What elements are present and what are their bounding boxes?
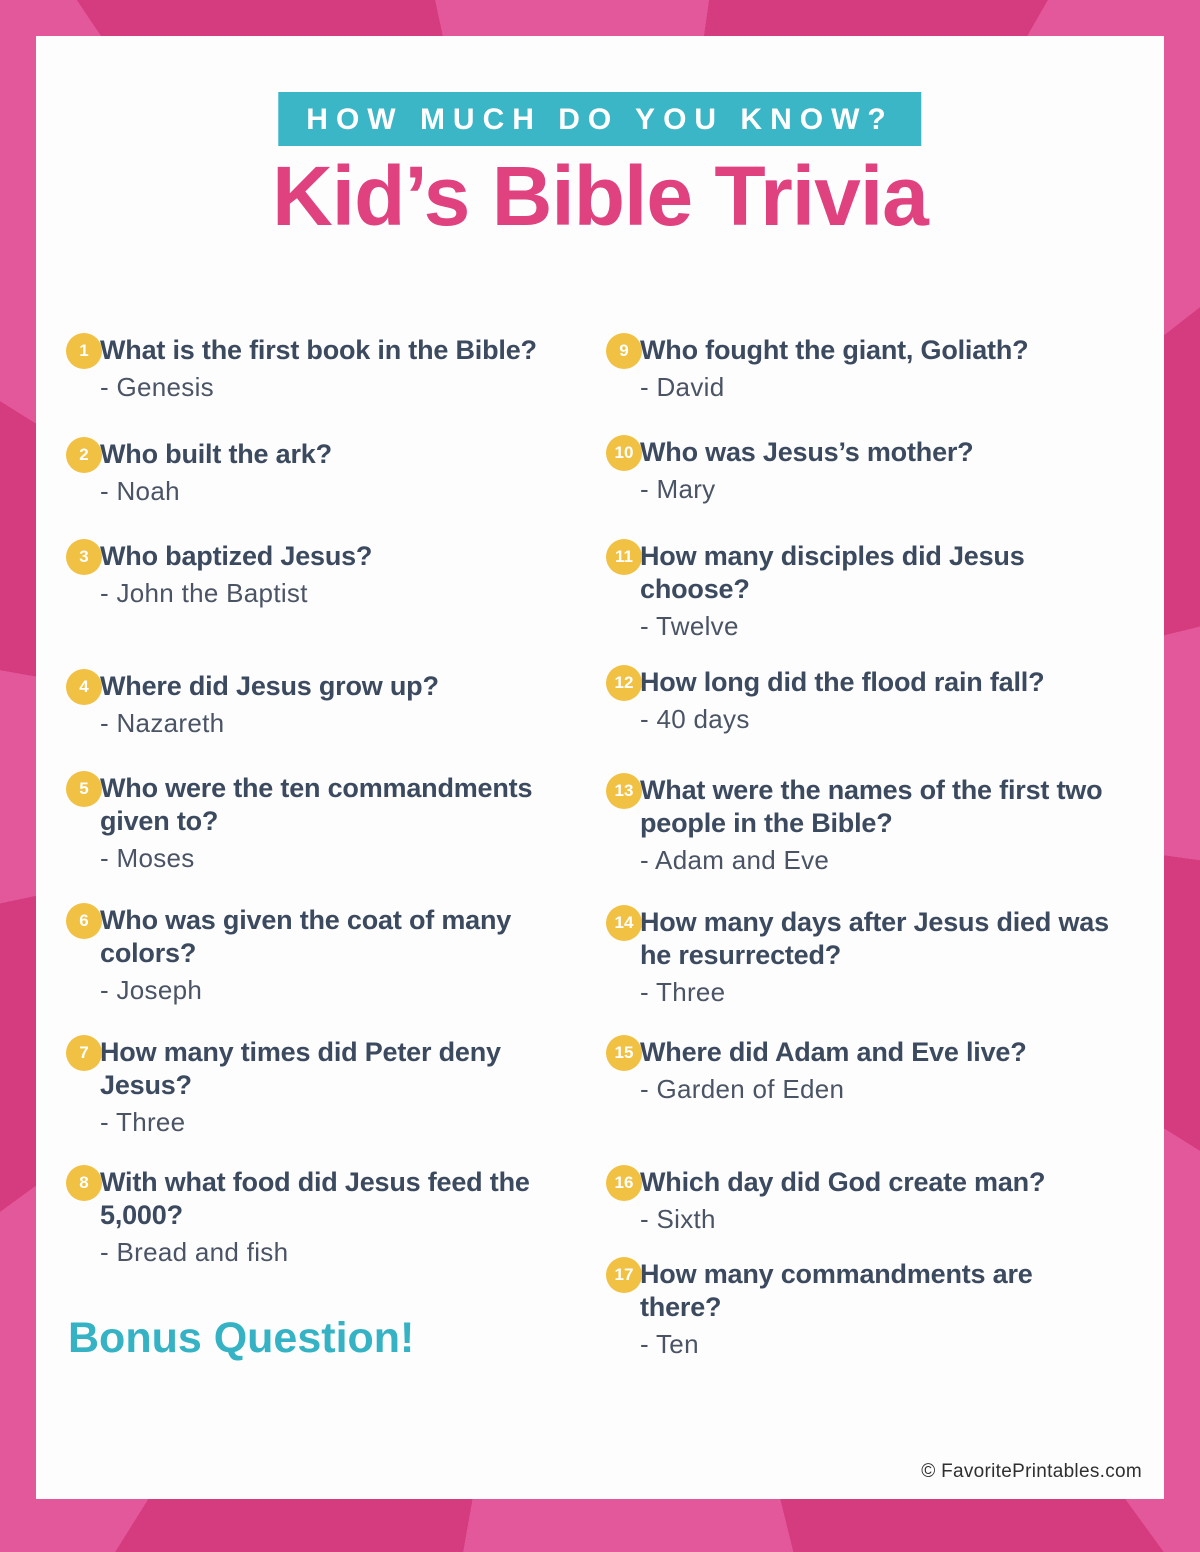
question-body: How many days after Jesus died was he re… <box>640 906 1109 1009</box>
answer-text: - Garden of Eden <box>640 1074 845 1104</box>
question-body: How many commandments are there? - Ten <box>640 1258 1033 1361</box>
question-number-badge: 6 <box>66 903 102 939</box>
question-item: 8 With what food did Jesus feed the 5,000… <box>66 1165 530 1269</box>
question-number-badge: 16 <box>606 1165 642 1201</box>
answer-text: - Noah <box>100 476 180 506</box>
question-body: Where did Adam and Eve live? - Garden of … <box>640 1036 1027 1106</box>
worksheet-page: HOW MUCH DO YOU KNOW? Kid’s Bible Trivia… <box>36 36 1164 1499</box>
question-number-badge: 7 <box>66 1035 102 1071</box>
question-number-badge: 5 <box>66 771 102 807</box>
question-item: 3 Who baptized Jesus? - John the Baptist <box>66 539 372 610</box>
question-item: 17 How many commandments are there? - Ten <box>606 1257 1033 1361</box>
answer-text: - Mary <box>640 474 716 504</box>
question-body: How long did the flood rain fall? - 40 da… <box>640 666 1045 736</box>
question-body: What were the names of the first two peo… <box>640 774 1103 877</box>
question-text: Who was given the coat of many colors? <box>100 905 512 968</box>
bonus-heading: Bonus Question! <box>68 1314 415 1362</box>
answer-text: - Three <box>640 977 726 1007</box>
question-number-badge: 15 <box>606 1035 642 1071</box>
question-body: Who was given the coat of many colors? - … <box>100 904 511 1007</box>
question-number-badge: 17 <box>606 1257 642 1293</box>
answer-text: - 40 days <box>640 704 750 734</box>
answer-text: - John the Baptist <box>100 578 308 608</box>
question-text: Where did Adam and Eve live? <box>640 1037 1027 1067</box>
answer-text: - Joseph <box>100 975 203 1005</box>
question-item: 12 How long did the flood rain fall? - 40 … <box>606 665 1045 736</box>
question-item: 4 Where did Jesus grow up? - Nazareth <box>66 669 439 740</box>
answer-text: - Twelve <box>640 611 739 641</box>
answer-text: - Sixth <box>640 1204 716 1234</box>
question-item: 15 Where did Adam and Eve live? - Garden o… <box>606 1035 1027 1106</box>
answer-text: - Nazareth <box>100 708 225 738</box>
question-number-badge: 11 <box>606 539 642 575</box>
question-text: Who built the ark? <box>100 439 332 469</box>
kicker-banner: HOW MUCH DO YOU KNOW? <box>278 92 922 146</box>
question-number-badge: 9 <box>606 333 642 369</box>
question-number-badge: 2 <box>66 437 102 473</box>
answer-text: - Adam and Eve <box>640 845 830 875</box>
question-item: 5 Who were the ten commandments given to?… <box>66 771 532 875</box>
question-body: Where did Jesus grow up? - Nazareth <box>100 670 439 740</box>
question-item: 16 Which day did God create man? - Sixth <box>606 1165 1045 1236</box>
question-item: 10 Who was Jesus’s mother? - Mary <box>606 435 974 506</box>
question-body: How many disciples did Jesus choose? - Tw… <box>640 540 1025 643</box>
question-item: 1 What is the first book in the Bible? - G… <box>66 333 537 404</box>
question-body: How many times did Peter deny Jesus? - Th… <box>100 1036 501 1139</box>
question-item: 2 Who built the ark? - Noah <box>66 437 332 508</box>
question-text: Which day did God create man? <box>640 1167 1046 1197</box>
question-body: What is the first book in the Bible? - Ge… <box>100 334 537 404</box>
question-item: 6 Who was given the coat of many colors? -… <box>66 903 511 1007</box>
question-text: How many days after Jesus died was he re… <box>640 907 1109 970</box>
question-text: Who was Jesus’s mother? <box>640 437 974 467</box>
answer-text: - Bread and fish <box>100 1237 289 1267</box>
copyright-text: © FavoritePrintables.com <box>921 1461 1142 1482</box>
question-text: Where did Jesus grow up? <box>100 671 439 701</box>
question-body: Who were the ten commandments given to? -… <box>100 772 532 875</box>
question-number-badge: 4 <box>66 669 102 705</box>
question-number-badge: 14 <box>606 905 642 941</box>
answer-text: - David <box>640 372 725 402</box>
question-text: How many commandments are there? <box>640 1259 1033 1322</box>
question-text: How many disciples did Jesus choose? <box>640 541 1025 604</box>
question-number-badge: 10 <box>606 435 642 471</box>
question-body: Which day did God create man? - Sixth <box>640 1166 1045 1236</box>
question-item: 9 Who fought the giant, Goliath? - David <box>606 333 1029 404</box>
question-text: Who were the ten commandments given to? <box>100 773 533 836</box>
question-item: 7 How many times did Peter deny Jesus? - T… <box>66 1035 501 1139</box>
question-number-badge: 1 <box>66 333 102 369</box>
question-item: 13 What were the names of the first two p… <box>606 773 1103 877</box>
question-item: 11 How many disciples did Jesus choose? - … <box>606 539 1025 643</box>
question-text: What were the names of the first two peo… <box>640 775 1103 838</box>
question-item: 14 How many days after Jesus died was he … <box>606 905 1109 1009</box>
question-text: What is the first book in the Bible? <box>100 335 537 365</box>
question-text: How many times did Peter deny Jesus? <box>100 1037 501 1100</box>
question-number-badge: 12 <box>606 665 642 701</box>
answer-text: - Ten <box>640 1329 699 1359</box>
question-text: Who fought the giant, Goliath? <box>640 335 1029 365</box>
question-body: Who was Jesus’s mother? - Mary <box>640 436 974 506</box>
question-number-badge: 3 <box>66 539 102 575</box>
question-body: Who fought the giant, Goliath? - David <box>640 334 1029 404</box>
question-text: How long did the flood rain fall? <box>640 667 1045 697</box>
answer-text: - Moses <box>100 843 195 873</box>
answer-text: - Genesis <box>100 372 214 402</box>
question-number-badge: 13 <box>606 773 642 809</box>
question-body: Who baptized Jesus? - John the Baptist <box>100 540 372 610</box>
question-number-badge: 8 <box>66 1165 102 1201</box>
answer-text: - Three <box>100 1107 186 1137</box>
question-text: Who baptized Jesus? <box>100 541 373 571</box>
question-text: With what food did Jesus feed the 5,000? <box>100 1167 530 1230</box>
question-body: With what food did Jesus feed the 5,000?… <box>100 1166 530 1269</box>
page-title: Kid’s Bible Trivia <box>272 149 929 243</box>
question-body: Who built the ark? - Noah <box>100 438 332 508</box>
